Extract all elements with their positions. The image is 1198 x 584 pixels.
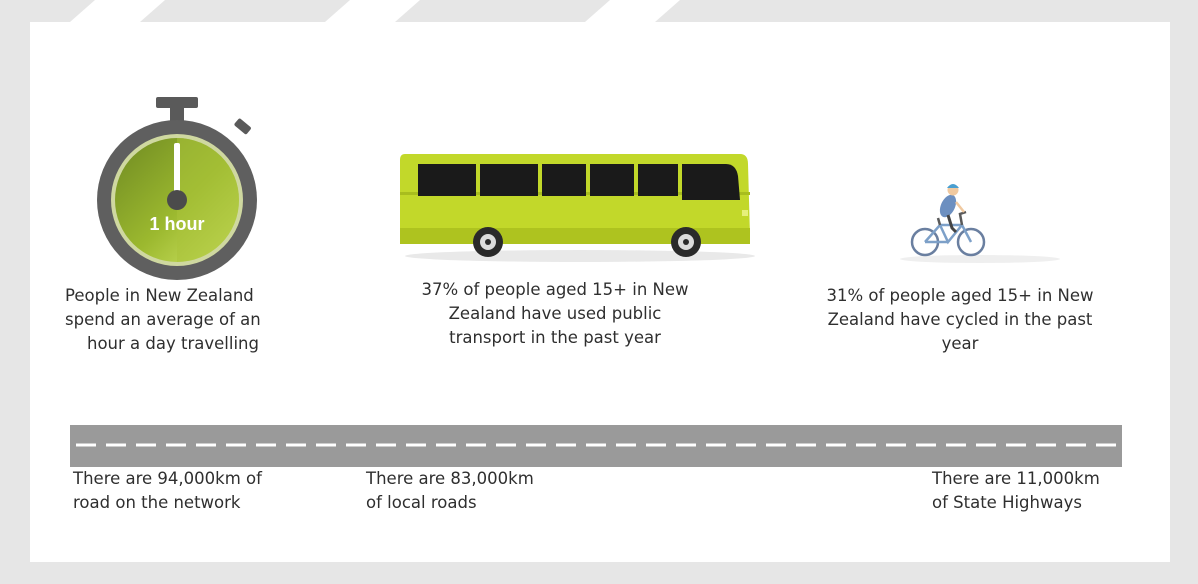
road-local-caption: There are 83,000km of local roads [366,469,534,512]
stopwatch-badge: 1 hour [149,214,204,234]
stopwatch-icon: 1 hour [97,97,257,280]
top-band-2 [325,0,420,22]
time-caption: People in New Zealand spend an average o… [65,286,261,353]
road-state-caption: There are 11,000km of State Highways [932,469,1100,512]
top-band-1 [70,0,165,22]
decorative-top-bands [70,0,680,22]
cyclist-icon [900,184,1060,263]
road-total-caption: There are 94,000km of road on the networ… [73,469,262,512]
infographic-panel: 1 hour People in New Zealand spend an av… [30,22,1170,562]
bus-icon [400,154,755,262]
public-transport-caption: 37% of people aged 15+ in New Zealand ha… [421,280,689,347]
cycling-caption: 31% of people aged 15+ in New Zealand ha… [826,286,1094,353]
top-band-3 [585,0,680,22]
road-graphic [70,425,1122,467]
